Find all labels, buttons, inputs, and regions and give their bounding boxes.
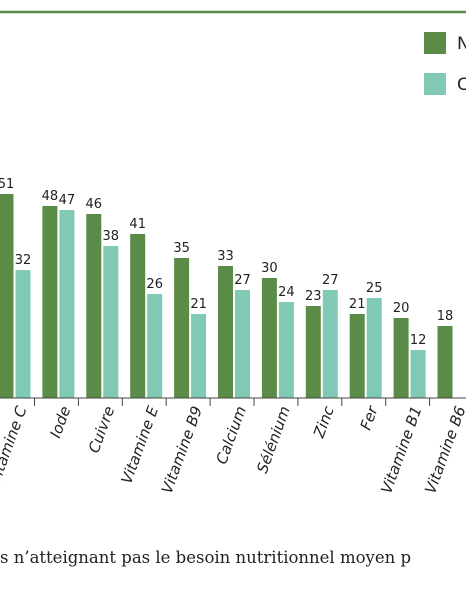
value-label-1-10: 18 — [437, 309, 454, 324]
value-label-1-4: 35 — [173, 241, 190, 256]
x-label-5: Calcium — [212, 404, 250, 467]
value-label-2-1: 47 — [59, 193, 76, 208]
x-label-1: Iode — [46, 404, 74, 441]
legend-label-2: C — [457, 75, 466, 95]
value-label-2-7: 27 — [322, 273, 339, 288]
value-label-2-5: 27 — [234, 273, 251, 288]
bar-1-2 — [86, 214, 102, 398]
value-label-1-0: 51 — [0, 177, 14, 192]
value-label-2-2: 38 — [103, 229, 120, 244]
bar-1-3 — [130, 234, 146, 398]
value-label-2-4: 21 — [190, 297, 207, 312]
bar-2-9 — [410, 350, 426, 398]
x-axis-ticks — [34, 398, 431, 406]
bar-2-7 — [322, 290, 338, 398]
legend-swatch-2 — [424, 73, 446, 95]
bar-1-6 — [261, 278, 277, 398]
x-label-10: Vitamine B6 — [421, 404, 466, 496]
bar-2-1 — [59, 210, 75, 398]
bar-1-7 — [305, 306, 321, 398]
value-label-2-0: 32 — [15, 253, 32, 268]
bar-2-2 — [103, 246, 119, 398]
bar-1-10 — [437, 326, 453, 398]
value-label-2-3: 26 — [146, 277, 163, 292]
bar-1-8 — [349, 314, 365, 398]
bar-1-4 — [174, 258, 190, 398]
x-label-0: Vitamine C — [0, 403, 31, 487]
x-label-4: Vitamine B9 — [158, 404, 206, 496]
x-label-3: Vitamine E — [117, 403, 162, 486]
value-label-1-7: 23 — [305, 289, 322, 304]
value-label-1-5: 33 — [217, 249, 234, 264]
bar-2-3 — [147, 294, 163, 398]
bar-2-0 — [15, 270, 31, 398]
value-label-2-8: 25 — [366, 281, 383, 296]
x-label-7: Zinc — [310, 403, 339, 441]
bar-2-5 — [235, 290, 250, 398]
value-label-2-6: 24 — [278, 285, 295, 300]
value-label-1-9: 20 — [393, 301, 410, 316]
x-label-8: Fer — [357, 403, 382, 433]
value-label-1-2: 46 — [86, 197, 103, 212]
bar-1-5 — [218, 266, 233, 398]
x-label-9: Vitamine B1 — [377, 404, 425, 496]
value-label-1-8: 21 — [349, 297, 366, 312]
value-label-1-6: 30 — [261, 261, 278, 276]
bar-1-0 — [0, 194, 14, 398]
bar-2-4 — [191, 314, 207, 398]
x-label-6: Sélénium — [253, 404, 294, 476]
x-label-2: Cuivre — [85, 404, 118, 456]
bar-1-1 — [42, 206, 58, 398]
bar-2-8 — [366, 298, 382, 398]
value-label-1-1: 48 — [42, 189, 59, 204]
chart-caption: s n’atteignant pas le besoin nutritionne… — [0, 548, 412, 567]
legend-label-1: N — [457, 34, 466, 54]
value-label-1-3: 41 — [129, 217, 146, 232]
bar-2-6 — [278, 302, 294, 398]
bar-1-9 — [393, 318, 409, 398]
legend-swatch-1 — [424, 32, 446, 54]
value-label-2-9: 12 — [410, 333, 427, 348]
legend: NC — [424, 32, 466, 95]
